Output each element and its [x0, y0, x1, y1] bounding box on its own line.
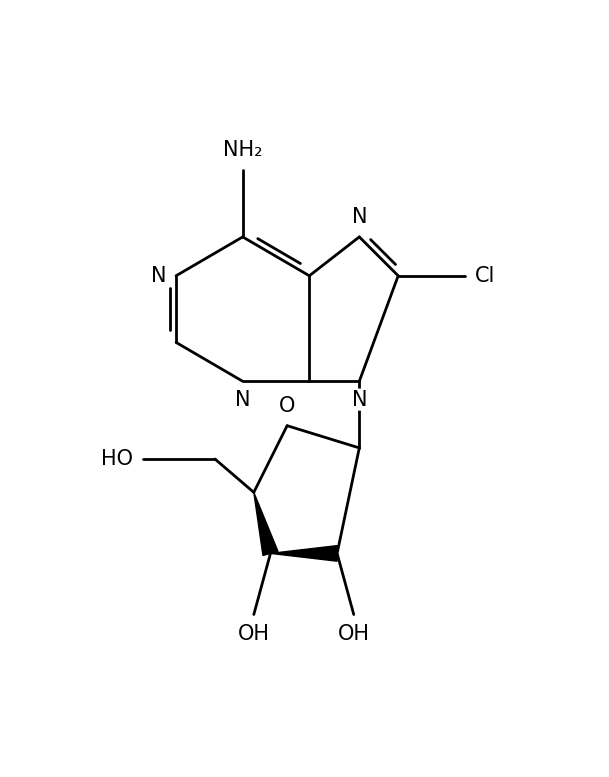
Text: N: N — [351, 389, 367, 409]
Polygon shape — [254, 493, 278, 556]
Text: N: N — [351, 207, 367, 227]
Text: NH₂: NH₂ — [223, 141, 262, 160]
Text: OH: OH — [338, 625, 370, 644]
Text: N: N — [235, 389, 250, 409]
Text: N: N — [150, 266, 166, 286]
Text: HO: HO — [100, 449, 133, 469]
Text: O: O — [279, 395, 295, 416]
Text: Cl: Cl — [475, 266, 495, 286]
Polygon shape — [270, 545, 337, 561]
Text: OH: OH — [238, 625, 270, 644]
